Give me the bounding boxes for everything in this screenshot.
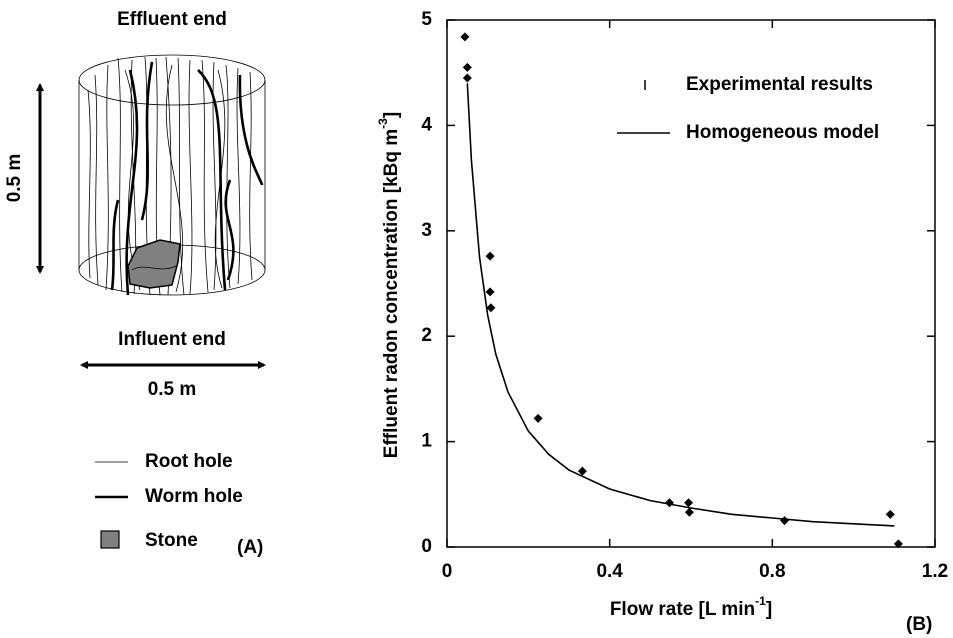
y-tick-label: 1: [421, 431, 432, 452]
data-point: [460, 32, 470, 42]
x-tick-label: 1.2: [922, 561, 948, 582]
y-tick-label: 5: [421, 9, 432, 30]
bottom-label: Influent end: [118, 329, 226, 350]
data-point: [885, 509, 895, 519]
data-point: [462, 62, 472, 72]
x-tick-label: 0.8: [759, 561, 785, 582]
cylinder-diagram: [36, 54, 266, 549]
data-point: [485, 287, 495, 297]
height-label: 0.5 m: [4, 154, 25, 203]
y-label-end: ]: [381, 112, 402, 118]
top-label: Effluent end: [117, 9, 227, 30]
y-tick-label: 2: [421, 325, 432, 346]
plot-frame: [446, 19, 936, 548]
legend-label: Stone: [145, 530, 198, 551]
data-point: [485, 251, 495, 261]
legend-label: Worm hole: [145, 486, 243, 507]
y-tick-label: 4: [421, 114, 432, 135]
panel-label: (B): [906, 614, 932, 635]
data-point: [462, 73, 472, 83]
x-tick-label: 0.4: [596, 561, 623, 582]
data-point: [577, 466, 587, 476]
data-point: [893, 539, 903, 549]
y-tick-label: 0: [421, 536, 432, 557]
y-tick-label: 3: [421, 220, 432, 241]
data-point: [486, 303, 496, 313]
data-point: [780, 516, 790, 526]
x-label-text: Flow rate [L min: [610, 599, 755, 620]
data-point: [684, 498, 694, 508]
y-label-sup: -3: [376, 118, 390, 129]
data-point: [684, 507, 694, 517]
model-line: [466, 83, 895, 527]
data-point: [533, 413, 543, 423]
x-label-sup: -1: [755, 594, 766, 608]
width-label: 0.5 m: [148, 379, 197, 400]
y-label-text: Effluent radon concentration [kBq m: [381, 129, 402, 458]
y-axis-label: Effluent radon concentration [kBq m-3]: [376, 112, 402, 458]
legend-label: Experimental results: [686, 74, 873, 95]
legend-label: Homogeneous model: [686, 122, 879, 143]
x-axis-label: Flow rate [L min-1]: [610, 594, 772, 620]
panel-label: (A): [237, 537, 263, 558]
x-label-end: ]: [766, 599, 772, 620]
legend-label: Root hole: [145, 451, 233, 472]
x-tick-label: 0: [442, 561, 453, 582]
